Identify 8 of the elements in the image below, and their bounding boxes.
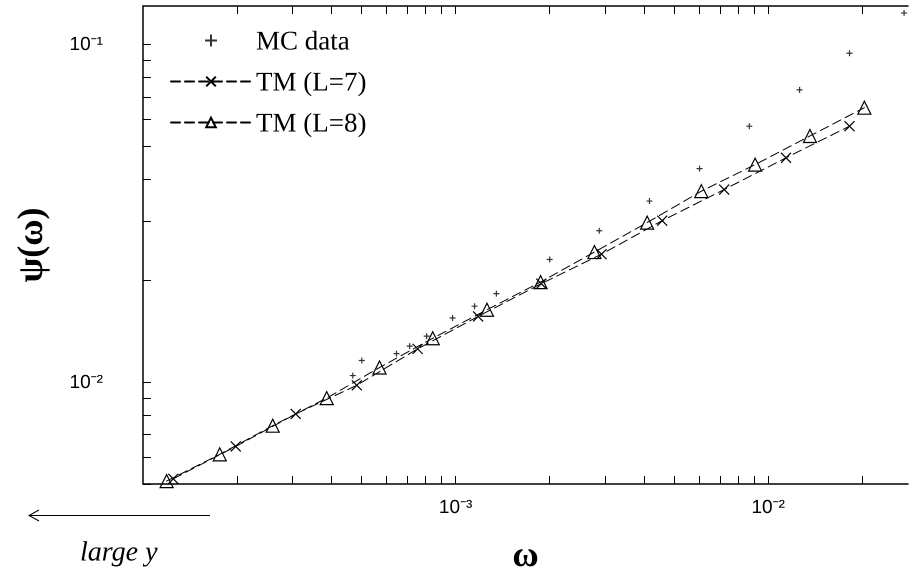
legend-label: TM (L=8) — [256, 108, 366, 138]
y-tick-label: 10⁻¹ — [70, 34, 103, 55]
y-axis-title: ψ(ω) — [10, 207, 50, 283]
legend-label: MC data — [256, 26, 350, 56]
x-axis-title: ω — [512, 534, 539, 574]
text: large y — [80, 536, 158, 568]
x-tick-label: 10⁻³ — [438, 497, 472, 518]
legend-label: TM (L=7) — [256, 66, 366, 96]
